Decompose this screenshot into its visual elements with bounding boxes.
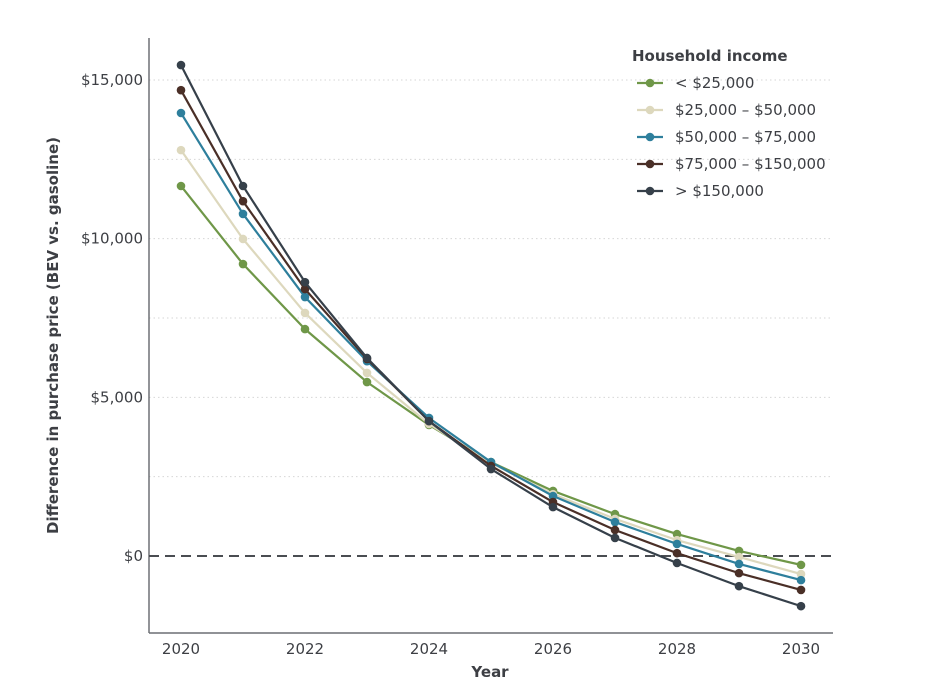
data-point xyxy=(424,416,434,426)
data-point xyxy=(362,368,372,378)
legend-item: $50,000 – $75,000 xyxy=(637,128,816,146)
y-tick-label: $10,000 xyxy=(81,230,143,248)
x-tick-label: 2020 xyxy=(162,640,200,658)
legend-marker-icon xyxy=(645,159,655,169)
data-point xyxy=(300,277,310,287)
legend-marker-icon xyxy=(645,186,655,196)
y-tick-labels: $0 $5,000 $10,000 $15,000 xyxy=(81,71,143,565)
data-point xyxy=(610,533,620,543)
data-point xyxy=(734,546,744,556)
data-point xyxy=(362,353,372,363)
data-point xyxy=(796,569,806,579)
data-point xyxy=(238,196,248,206)
series xyxy=(176,60,806,611)
data-point xyxy=(672,539,682,549)
data-point xyxy=(176,85,186,95)
data-point xyxy=(238,209,248,219)
y-axis-title: Difference in purchase price (BEV vs. ga… xyxy=(44,137,62,534)
data-point xyxy=(300,324,310,334)
legend-label: $75,000 – $150,000 xyxy=(675,155,826,173)
legend-marker-icon xyxy=(645,132,655,142)
series-line xyxy=(180,185,802,566)
data-point xyxy=(300,284,310,294)
data-point xyxy=(796,601,806,611)
data-point xyxy=(176,108,186,118)
legend-marker-icon xyxy=(645,78,655,88)
legend-label: $50,000 – $75,000 xyxy=(675,128,816,146)
data-point xyxy=(548,491,558,501)
y-tick-label: $5,000 xyxy=(91,388,144,406)
data-point xyxy=(672,529,682,539)
legend-item: > $150,000 xyxy=(637,182,764,200)
data-point xyxy=(548,502,558,512)
legend-item: $25,000 – $50,000 xyxy=(637,101,816,119)
x-tick-label: 2022 xyxy=(286,640,324,658)
legend-item: $75,000 – $150,000 xyxy=(637,155,826,173)
data-point xyxy=(176,60,186,70)
data-point xyxy=(734,581,744,591)
data-point xyxy=(300,292,310,302)
legend-marker-icon xyxy=(645,105,655,115)
x-tick-labels: 2020 2022 2024 2026 2028 2030 xyxy=(162,640,820,658)
data-point xyxy=(362,377,372,387)
x-tick-label: 2026 xyxy=(534,640,572,658)
data-point xyxy=(610,525,620,535)
legend-title: Household income xyxy=(632,47,788,65)
legend-label: < $25,000 xyxy=(675,74,754,92)
series-line xyxy=(180,149,802,576)
y-tick-label: $0 xyxy=(124,547,143,565)
data-point xyxy=(672,548,682,558)
legend-label: > $150,000 xyxy=(675,182,764,200)
legend-label: $25,000 – $50,000 xyxy=(675,101,816,119)
data-point xyxy=(238,234,248,244)
data-point xyxy=(176,145,186,155)
data-point xyxy=(734,568,744,578)
x-axis-title: Year xyxy=(470,663,509,681)
legend-items: < $25,000 $25,000 – $50,000 $50,000 – $75,… xyxy=(637,74,826,200)
y-tick-label: $15,000 xyxy=(81,71,143,89)
data-point xyxy=(734,559,744,569)
x-tick-label: 2024 xyxy=(410,640,448,658)
x-tick-label: 2030 xyxy=(782,640,820,658)
data-point xyxy=(796,575,806,585)
series xyxy=(176,145,806,579)
data-point xyxy=(238,181,248,191)
data-point xyxy=(610,517,620,527)
legend: Household income < $25,000 $25,000 – $50,… xyxy=(632,47,826,200)
axes xyxy=(148,38,833,634)
gridlines xyxy=(149,79,833,478)
x-tick-label: 2028 xyxy=(658,640,696,658)
data-point xyxy=(672,558,682,568)
data-point xyxy=(796,585,806,595)
data-point xyxy=(300,308,310,318)
data-point xyxy=(176,181,186,191)
series-line xyxy=(180,64,802,608)
series xyxy=(176,108,806,585)
data-point xyxy=(238,259,248,269)
data-point xyxy=(734,552,744,562)
legend-item: < $25,000 xyxy=(637,74,754,92)
data-point xyxy=(796,560,806,570)
series-group xyxy=(176,60,806,611)
data-point xyxy=(486,464,496,474)
